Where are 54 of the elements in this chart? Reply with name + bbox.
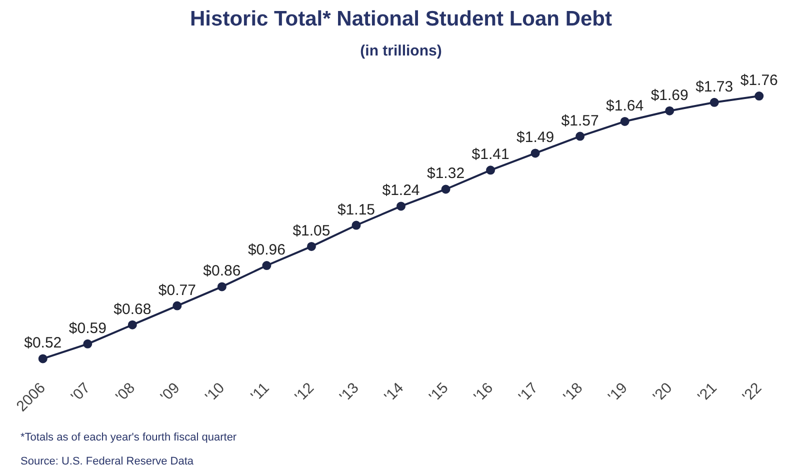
point (710, 98, 719, 107)
chart-title: Historic Total* National Student Loan Debt (190, 8, 612, 30)
x-tick-label: '21 (694, 379, 720, 406)
x-tick-label: '09 (157, 379, 184, 406)
x-tick-label: '14 (381, 379, 408, 406)
point (38, 354, 48, 364)
point (396, 202, 406, 211)
x-tick-label: '10 (202, 379, 228, 406)
data-label: $0.52 (24, 334, 62, 352)
point (128, 320, 137, 330)
x-tick-label: '20 (650, 379, 676, 406)
data-label: $1.76 (740, 72, 778, 90)
data-label: $0.96 (248, 242, 286, 259)
point (620, 116, 630, 126)
chart-subtitle: (in trillions) (360, 42, 442, 60)
x-tick-label: '08 (112, 379, 138, 406)
data-label: $1.49 (516, 129, 554, 146)
x-tick-label: '15 (426, 379, 452, 406)
data-label: $1.24 (382, 182, 420, 200)
data-label: $1.57 (561, 112, 599, 130)
point (665, 106, 674, 116)
point (352, 220, 361, 230)
data-label: $0.77 (158, 282, 196, 299)
point (754, 92, 764, 101)
point (441, 184, 450, 194)
point (217, 282, 226, 292)
data-label: $1.69 (650, 86, 688, 104)
data-label: $1.73 (696, 78, 734, 96)
x-tick-label: '18 (560, 379, 586, 406)
x-tick-label: '19 (604, 379, 631, 406)
data-label: $1.15 (337, 201, 376, 218)
data-label: $1.41 (472, 146, 510, 164)
point (486, 166, 496, 175)
data-label: $0.86 (203, 262, 241, 280)
data-label: $0.59 (68, 320, 106, 337)
point (576, 132, 585, 141)
x-tick-label: '12 (292, 379, 318, 406)
data-label: $1.05 (292, 222, 330, 240)
data-label: $1.64 (606, 97, 644, 114)
x-tick-label: '22 (739, 379, 766, 406)
data-label: $1.32 (426, 165, 465, 182)
text: *Totals as of each year's fourth fiscal quarter (20, 432, 237, 444)
x-tick-label: '11 (248, 379, 273, 405)
point (306, 242, 316, 251)
point (262, 261, 272, 270)
data-label: $0.68 (114, 300, 152, 318)
point (530, 148, 540, 158)
x-tick-label: '17 (515, 379, 542, 406)
point (83, 339, 92, 348)
x-tick-label: '13 (336, 379, 362, 406)
source-note: Source: U.S. Federal Reserve Data (20, 456, 194, 468)
point (172, 301, 182, 310)
x-tick-label: '16 (470, 379, 497, 406)
x-tick-label: '07 (68, 379, 94, 406)
